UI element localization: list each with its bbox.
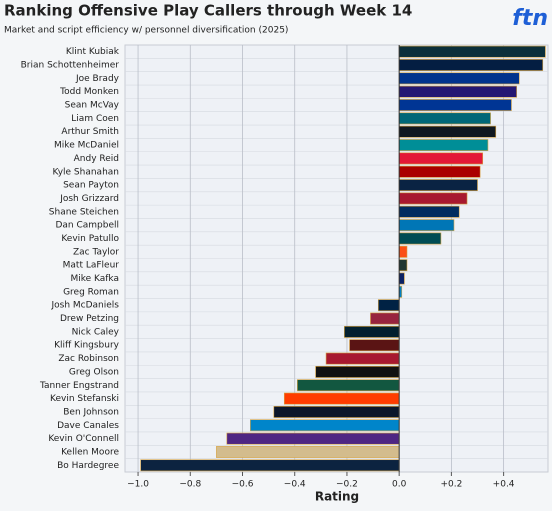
y-tick-label: Kevin Stefanski (50, 394, 119, 404)
y-tick-label: Kevin O'Connell (48, 434, 119, 444)
x-tick-label: −1.0 (127, 480, 149, 490)
y-tick-label: Kyle Shanahan (52, 167, 119, 177)
bar (398, 165, 481, 178)
y-tick-label: Klint Kubiak (66, 47, 120, 57)
bar (140, 459, 400, 472)
y-tick-label: Matt LaFleur (63, 261, 120, 271)
y-tick-label: Kevin Patullo (61, 234, 119, 244)
y-tick-label: Tanner Engstrand (39, 381, 119, 391)
y-tick-label: Andy Reid (74, 154, 119, 164)
x-tick-label: +0.2 (440, 480, 462, 490)
bar (398, 219, 455, 232)
bar (398, 245, 408, 258)
chart-title: Ranking Offensive Play Callers through W… (4, 2, 412, 20)
y-tick-label: Greg Olson (69, 367, 119, 377)
bar (398, 112, 491, 125)
bar (349, 339, 400, 352)
x-tick-label: +0.4 (493, 480, 515, 490)
y-tick-label: Shane Steichen (49, 207, 119, 217)
y-tick-label: Josh Grizzard (59, 194, 119, 204)
bar (398, 192, 468, 205)
y-tick-label: Kliff Kingsbury (54, 341, 120, 351)
bar (315, 366, 400, 378)
y-tick-label: Mike Kafka (70, 274, 119, 284)
y-tick-label: Sean Payton (63, 181, 119, 191)
bar (398, 272, 405, 285)
bar (398, 232, 442, 245)
bar (377, 299, 400, 312)
y-tick-label: Mike McDaniel (54, 141, 119, 151)
y-tick-label: Arthur Smith (61, 127, 119, 137)
y-tick-label: Zac Taylor (73, 247, 119, 257)
x-tick-label: −0.6 (232, 480, 254, 490)
y-tick-label: Brian Schottenheimer (21, 61, 120, 71)
y-tick-label: Josh McDaniels (50, 301, 119, 311)
y-tick-label: Ben Johnson (63, 407, 119, 417)
bar (297, 379, 400, 392)
brand-logo: ftn (512, 6, 548, 31)
bar (344, 325, 400, 338)
x-tick-label: −0.2 (336, 480, 358, 490)
bar (226, 432, 400, 445)
bar (398, 152, 484, 165)
x-axis-label: Rating (315, 490, 359, 504)
bar (398, 205, 460, 218)
y-tick-label: Dave Canales (57, 421, 119, 431)
y-tick-label: Kellen Moore (61, 447, 119, 457)
y-tick-label: Greg Roman (63, 287, 119, 297)
bar (398, 59, 544, 71)
y-tick-label: Sean McVay (65, 101, 120, 111)
bar (398, 139, 489, 151)
y-tick-label: Nick Caley (72, 327, 120, 337)
bar (283, 392, 400, 405)
bar (398, 259, 408, 272)
bar (273, 406, 400, 418)
bar (325, 352, 400, 365)
bar (398, 72, 520, 85)
y-tick-label: Dan Campbell (55, 221, 119, 231)
x-tick-label: −0.8 (179, 480, 201, 490)
bar (398, 45, 546, 58)
bar (250, 419, 400, 432)
bar (398, 99, 512, 111)
x-tick-label: 0.0 (392, 480, 407, 490)
bar (398, 179, 478, 192)
chart-subtitle: Market and script efficiency w/ personne… (4, 26, 288, 36)
bar (216, 446, 400, 458)
y-tick-label: Bo Hardegree (57, 461, 119, 471)
x-tick-label: −0.4 (284, 480, 306, 490)
y-tick-label: Drew Petzing (60, 314, 119, 324)
bar (398, 85, 517, 98)
y-tick-label: Joe Brady (75, 74, 120, 84)
y-tick-label: Todd Monken (59, 87, 119, 97)
y-tick-label: Liam Coen (71, 114, 119, 124)
y-tick-label: Zac Robinson (58, 354, 119, 364)
bar (370, 312, 400, 325)
bar (398, 125, 497, 138)
